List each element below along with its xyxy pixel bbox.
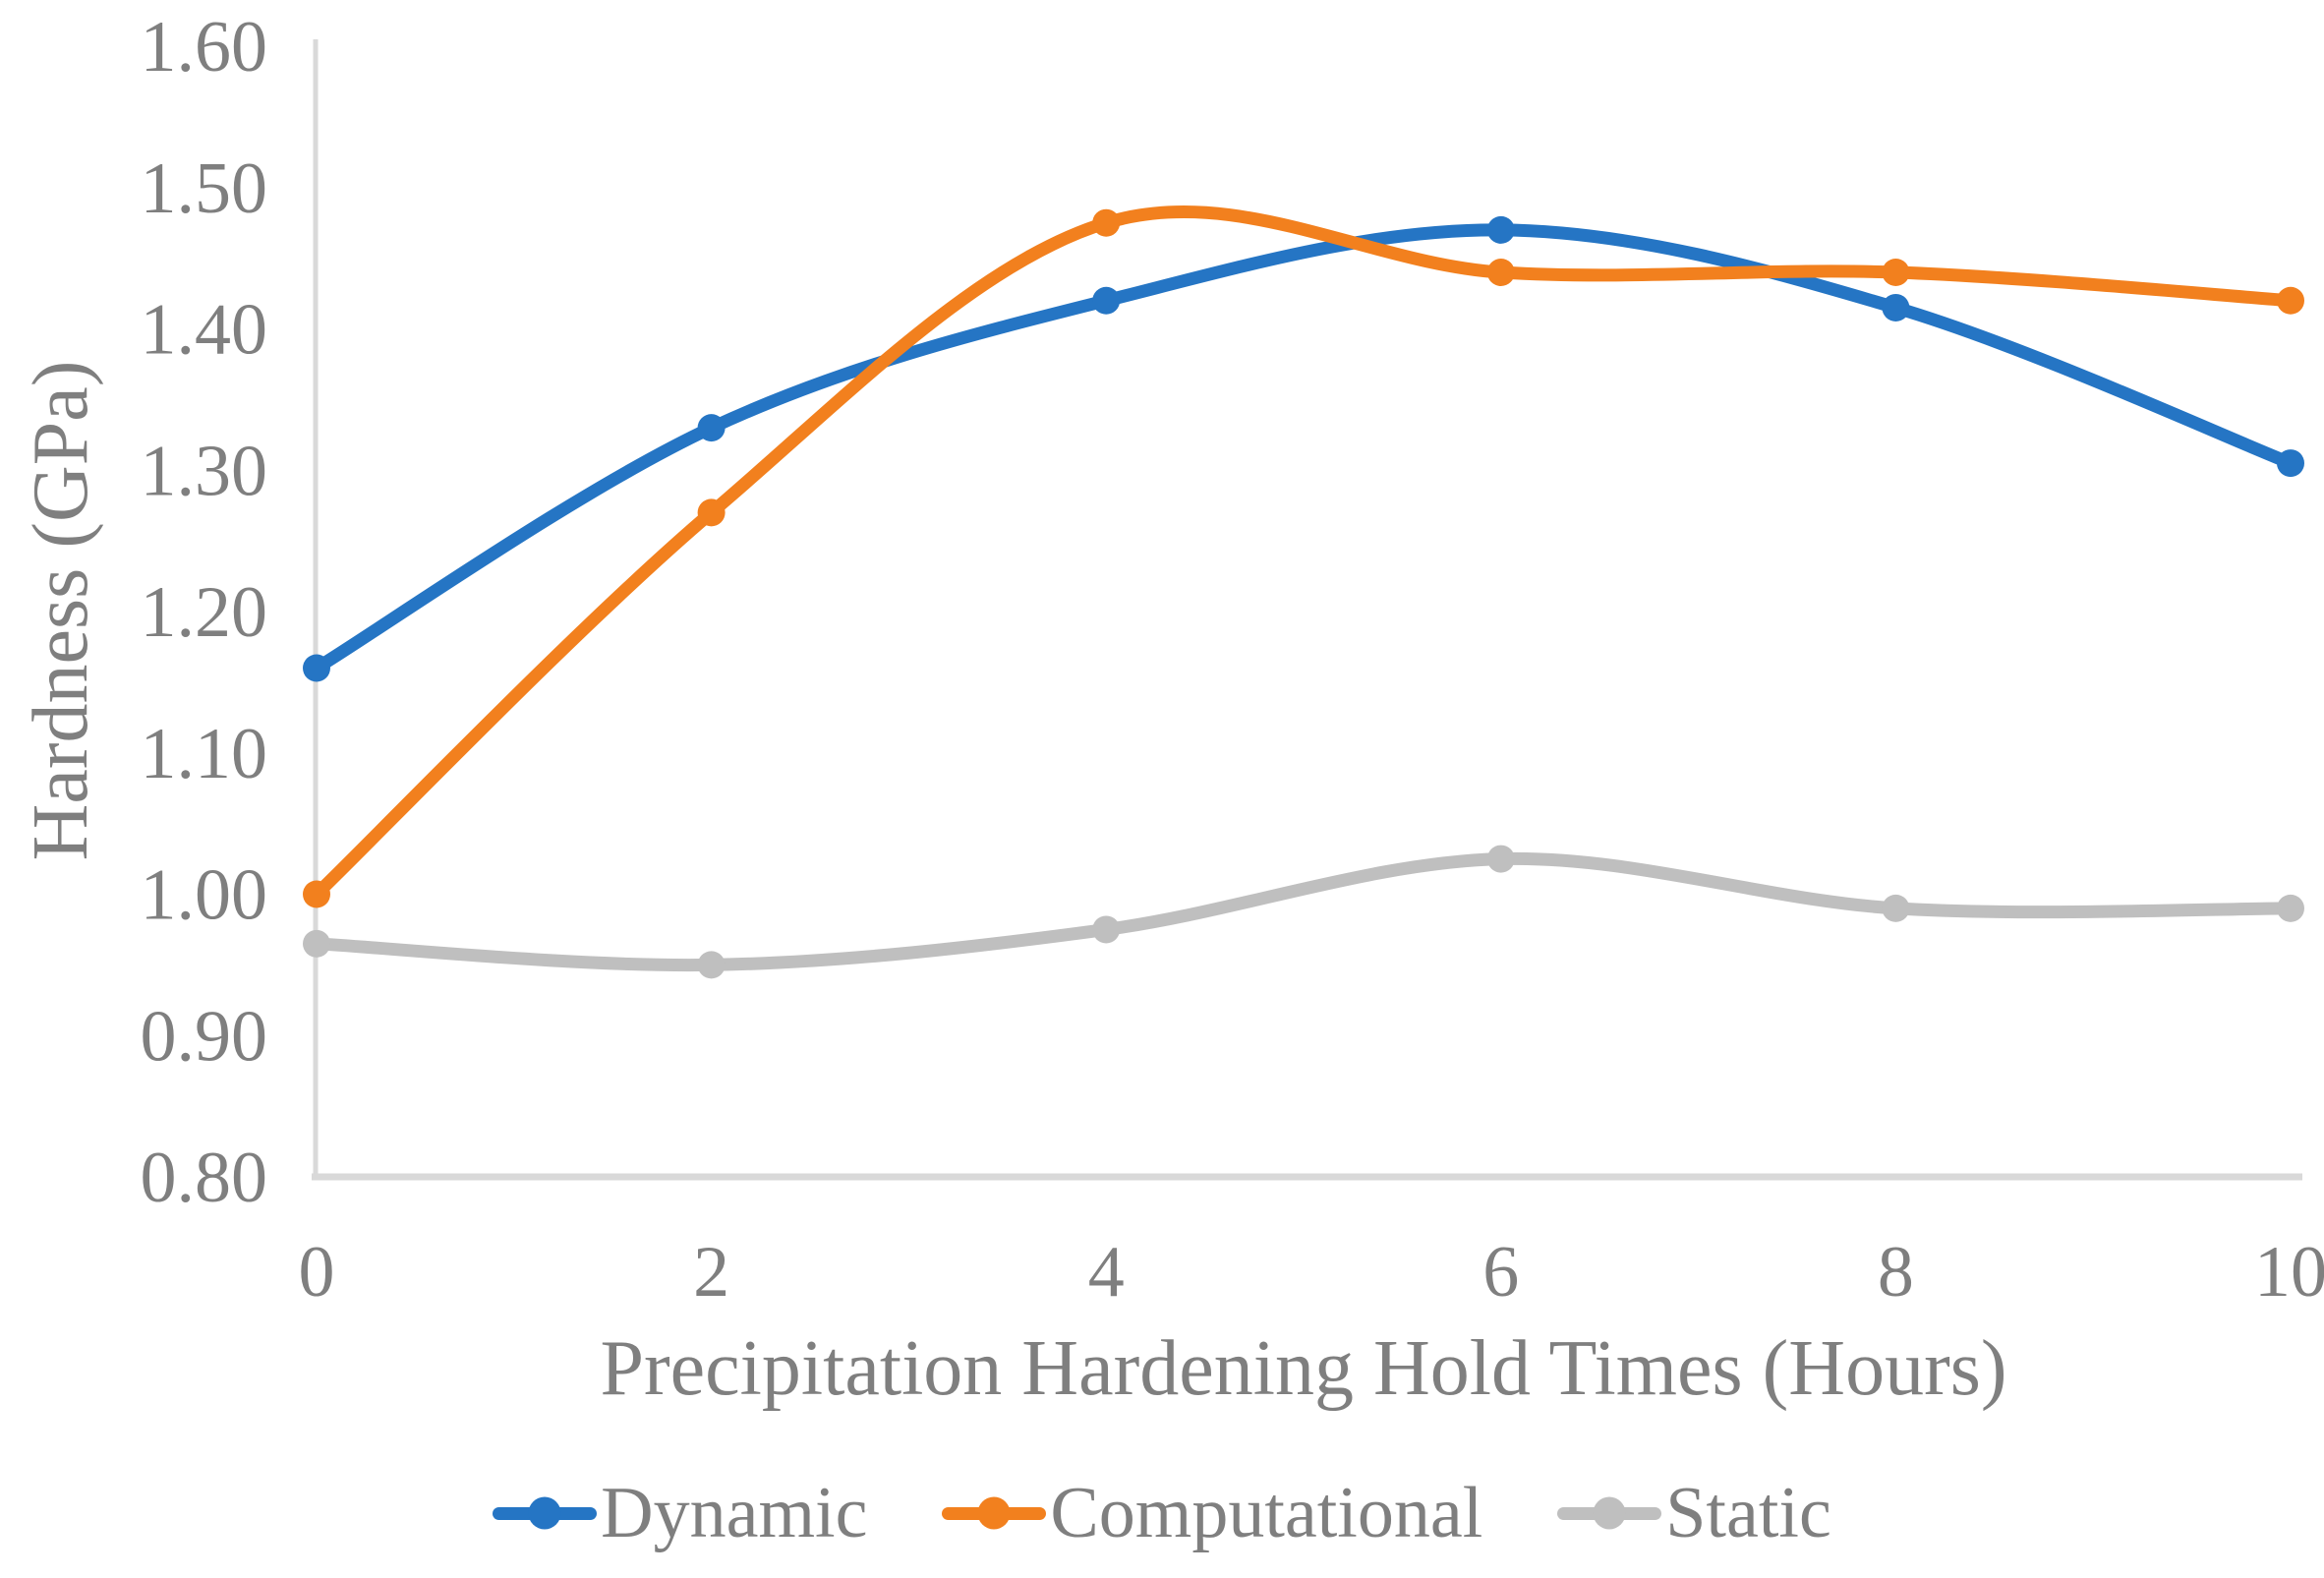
x-tick-label: 2 [693,1232,729,1313]
y-tick-label: 1.00 [141,855,268,936]
series-line-static [310,851,2297,972]
data-point-marker-computational [1486,259,1515,286]
x-tick-label: 0 [299,1232,335,1313]
legend-label: Static [1665,1473,1831,1553]
legend: Dynamic Computational Static [0,1477,2324,1549]
legend-item-computational: Computational [942,1477,1482,1549]
y-axis-title: Hardness (GPa) [18,360,104,861]
y-tick-label: 1.10 [141,714,268,794]
x-tick-label: 10 [2254,1232,2324,1313]
y-tick-label: 1.30 [141,431,268,511]
legend-item-static: Static [1557,1477,1831,1549]
data-point-marker-computational [1092,208,1121,237]
data-point-marker-static [2277,894,2304,922]
data-point-marker-dynamic [1486,215,1515,244]
x-tick-label: 6 [1482,1232,1519,1313]
legend-marker-dot-icon [977,1496,1011,1530]
y-tick-label: 1.50 [141,148,268,229]
x-axis-title: Precipitation Hardening Hold Times (Hour… [600,1325,2007,1412]
data-point-marker-computational [697,498,726,527]
x-tick-label: 8 [1878,1232,1914,1313]
y-tick-label: 1.20 [141,572,268,653]
y-tick-label: 1.40 [141,290,268,371]
data-point-marker-dynamic [303,654,330,682]
data-point-marker-dynamic [1092,286,1121,315]
data-point-marker-dynamic [1882,293,1910,321]
data-point-marker-static [1092,915,1121,944]
legend-key-line-marker-icon [942,1496,1047,1530]
data-point-marker-static [303,929,330,958]
x-tick-label: 4 [1088,1232,1125,1313]
series-line-dynamic [310,223,2297,674]
y-tick-label: 0.90 [141,996,268,1077]
data-point-marker-computational [2277,286,2304,315]
legend-label: Computational [1050,1473,1483,1553]
data-point-marker-static [1486,845,1515,873]
y-tick-label: 1.60 [141,7,268,88]
legend-marker-dot-icon [528,1496,561,1530]
y-tick-label: 0.80 [141,1138,268,1218]
data-point-marker-dynamic [697,414,726,442]
data-point-marker-static [1882,894,1910,922]
data-point-marker-dynamic [2277,449,2304,478]
legend-item-dynamic: Dynamic [493,1477,867,1549]
data-point-marker-static [697,951,726,979]
data-point-marker-computational [1882,259,1910,286]
legend-label: Dynamic [601,1473,868,1553]
legend-marker-dot-icon [1593,1496,1626,1530]
data-point-marker-computational [303,880,330,908]
series-line-computational [310,205,2297,901]
legend-key-line-marker-icon [493,1496,598,1530]
legend-key-line-marker-icon [1557,1496,1662,1530]
